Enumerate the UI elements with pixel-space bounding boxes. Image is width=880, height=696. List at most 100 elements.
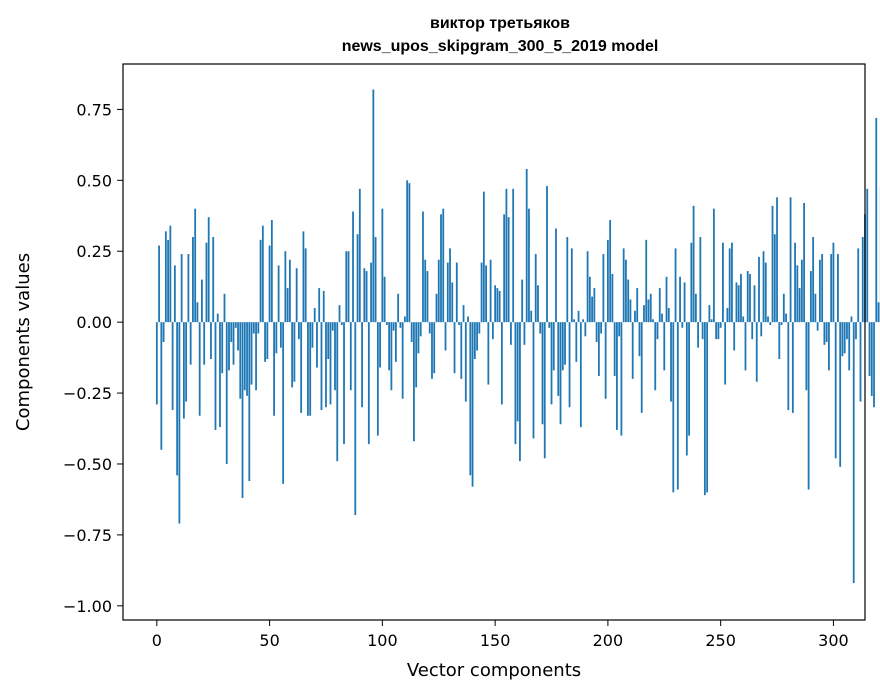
bar-306 xyxy=(846,322,848,340)
bar-216 xyxy=(643,305,645,323)
bar-99 xyxy=(379,322,381,368)
bar-283 xyxy=(794,242,796,323)
bar-294 xyxy=(818,259,821,323)
bar-268 xyxy=(760,322,763,337)
bar-116 xyxy=(417,322,420,354)
bar-274 xyxy=(773,234,776,323)
bar-151 xyxy=(496,288,499,323)
bar-320 xyxy=(877,302,880,323)
bar-222 xyxy=(656,322,659,340)
bar-50 xyxy=(268,245,271,323)
bar-261 xyxy=(744,322,747,371)
bar-35 xyxy=(234,322,237,328)
bar-182 xyxy=(566,237,569,323)
bar-228 xyxy=(670,322,672,402)
bar-126 xyxy=(440,214,442,323)
bar-181 xyxy=(564,322,566,365)
bar-266 xyxy=(755,322,758,382)
bar-232 xyxy=(679,276,681,323)
bar-104 xyxy=(390,322,393,391)
bar-39 xyxy=(243,322,246,391)
bar-281 xyxy=(789,197,792,323)
bar-73 xyxy=(320,322,323,411)
bar-88 xyxy=(354,322,357,516)
bar-107 xyxy=(397,293,400,323)
y-tick-label: −0.50 xyxy=(63,455,112,474)
bar-154 xyxy=(503,214,506,323)
bar-312 xyxy=(859,322,862,402)
bar-203 xyxy=(613,322,616,377)
bar-257 xyxy=(735,282,738,323)
bar-225 xyxy=(663,322,666,371)
bar-31 xyxy=(225,322,228,464)
bar-87 xyxy=(352,211,354,323)
bar-180 xyxy=(561,322,564,371)
bar-226 xyxy=(665,276,668,323)
bar-66 xyxy=(304,248,307,323)
bar-170 xyxy=(539,322,542,334)
bar-298 xyxy=(828,322,830,371)
bar-51 xyxy=(270,220,273,323)
y-tick-label: −0.75 xyxy=(63,526,112,545)
bar-129 xyxy=(446,262,449,323)
bar-279 xyxy=(785,313,787,323)
bar-202 xyxy=(611,273,614,323)
bar-113 xyxy=(410,322,413,342)
bar-16 xyxy=(192,237,194,323)
bar-144 xyxy=(480,262,483,323)
bar-310 xyxy=(855,322,857,340)
bar-80 xyxy=(336,322,339,462)
y-tick-label: 0.50 xyxy=(76,171,112,190)
bar-220 xyxy=(652,319,654,323)
bar-153 xyxy=(500,322,503,405)
bar-60 xyxy=(291,322,294,388)
bar-42 xyxy=(250,322,253,385)
bar-148 xyxy=(489,259,492,323)
bar-295 xyxy=(821,254,824,323)
bar-69 xyxy=(311,322,314,348)
bar-136 xyxy=(462,305,465,323)
bar-33 xyxy=(230,322,233,342)
bar-26 xyxy=(214,322,217,430)
bar-117 xyxy=(419,322,422,337)
bar-253 xyxy=(726,307,729,323)
bar-28 xyxy=(219,322,221,428)
bar-258 xyxy=(737,285,740,323)
y-axis-ticks: 0.75 0.50 0.25 0.00 −0.25 −0.50 −0.75 −1.00 xyxy=(63,100,123,616)
bar-270 xyxy=(764,262,767,323)
bar-213 xyxy=(636,288,639,323)
bar-173 xyxy=(546,185,548,323)
bar-176 xyxy=(552,322,555,371)
bar-301 xyxy=(834,322,837,459)
bar-59 xyxy=(288,259,291,323)
bar-55 xyxy=(279,322,282,348)
bar-12 xyxy=(182,322,185,419)
bar-142 xyxy=(476,322,478,351)
bar-271 xyxy=(767,316,769,323)
bar-108 xyxy=(399,322,402,328)
bar-119 xyxy=(424,259,427,323)
bar-183 xyxy=(568,322,571,408)
bar-18 xyxy=(196,302,199,323)
bar-121 xyxy=(428,322,431,334)
bar-172 xyxy=(543,322,546,459)
chart-subtitle: news_upos_skipgram_300_5_2019 model xyxy=(342,38,659,55)
bar-131 xyxy=(451,282,454,323)
bar-308 xyxy=(850,316,853,323)
bar-238 xyxy=(692,205,695,323)
bar-193 xyxy=(591,296,593,323)
bar-318 xyxy=(873,322,875,408)
bar-45 xyxy=(257,322,260,334)
bar-91 xyxy=(361,322,363,408)
bar-227 xyxy=(667,307,670,323)
bar-255 xyxy=(731,242,733,323)
bar-123 xyxy=(433,322,436,374)
bar-132 xyxy=(453,322,456,374)
bar-20 xyxy=(201,279,203,323)
bar-138 xyxy=(467,316,469,323)
bar-316 xyxy=(868,322,871,377)
bar-98 xyxy=(376,322,379,436)
bar-79 xyxy=(334,322,336,391)
bar-234 xyxy=(683,282,686,323)
